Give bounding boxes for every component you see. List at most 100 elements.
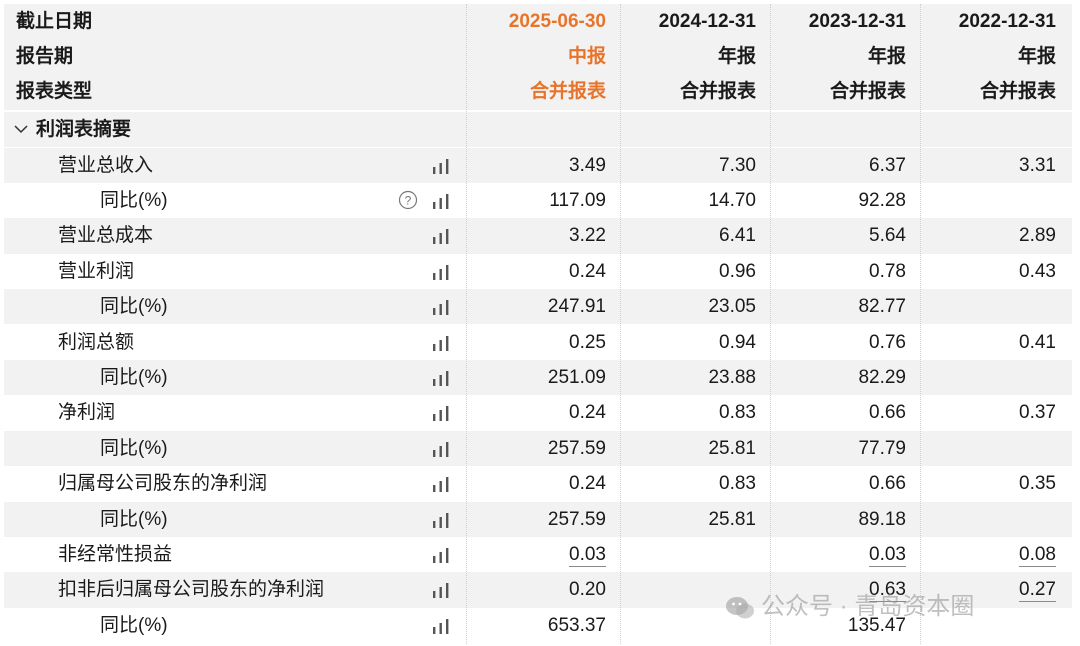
column-period-1: 中报	[567, 46, 606, 67]
table-row[interactable]: 同比(%) 257.59 25.81 89.18	[4, 501, 1072, 537]
column-date-4[interactable]: 2022-12-31	[958, 11, 1056, 32]
value-cell: 6.37	[766, 148, 906, 183]
bar-chart-icon[interactable]	[432, 299, 450, 316]
cell-value: 0.20	[569, 579, 606, 601]
value-cell[interactable]: 0.08	[916, 537, 1056, 572]
value-cell: 5.64	[766, 218, 906, 253]
table-row[interactable]: 同比(%)? 117.09 14.70 92.28	[4, 183, 1072, 218]
cell-value: 25.81	[708, 437, 756, 459]
table-row[interactable]: 营业总成本 3.22 6.41 5.64 2.89	[4, 218, 1072, 254]
row-label: 同比(%)	[100, 296, 168, 318]
row-label: 营业利润	[58, 260, 135, 282]
value-cell	[616, 537, 756, 572]
value-cell: 0.83	[616, 466, 756, 501]
watermark: 公众号 · 青岛资本圈	[725, 586, 974, 621]
row-label: 非经常性损益	[58, 543, 173, 565]
cell-value: 0.66	[869, 402, 906, 424]
wechat-icon	[726, 596, 754, 619]
value-cell: 0.96	[616, 254, 756, 289]
value-cell	[916, 289, 1056, 324]
row-label: 同比(%)	[100, 614, 168, 636]
cell-value: 0.83	[719, 402, 756, 424]
row-label: 利润总额	[58, 331, 135, 353]
row-label: 归属母公司股东的净利润	[58, 473, 268, 495]
bar-chart-icon[interactable]	[432, 547, 450, 563]
value-cell[interactable]: 0.27	[916, 572, 1056, 607]
value-cell: 257.59	[466, 431, 606, 466]
cell-value: 82.77	[858, 296, 906, 318]
cell-value: 0.27	[1019, 579, 1056, 603]
row-label: 营业总收入	[58, 154, 154, 176]
row-label: 同比(%)	[100, 508, 168, 530]
bar-chart-icon[interactable]	[432, 618, 450, 634]
bar-chart-icon[interactable]	[432, 228, 450, 245]
cell-value: 92.28	[858, 189, 906, 211]
value-cell: 0.76	[766, 325, 906, 360]
cell-value: 251.09	[547, 366, 606, 388]
table-row[interactable]: 扣非后归属母公司股东的净利润 0.20 0.63 0.27	[4, 572, 1072, 608]
cell-value: 14.70	[708, 189, 756, 211]
bar-chart-icon[interactable]	[432, 193, 450, 209]
value-cell: 247.91	[466, 289, 606, 324]
column-divider	[920, 4, 921, 644]
column-date-2[interactable]: 2024-12-31	[658, 11, 756, 32]
value-cell[interactable]: 0.03	[766, 537, 906, 572]
cell-value: 0.24	[569, 402, 606, 424]
value-cell[interactable]: 0.03	[466, 537, 606, 572]
column-date-3[interactable]: 2023-12-31	[808, 11, 906, 32]
bar-chart-icon[interactable]	[432, 441, 450, 457]
value-cell	[916, 502, 1056, 537]
bar-chart-icon[interactable]	[432, 335, 450, 351]
header-label-period: 报告期	[16, 46, 74, 67]
bar-chart-icon[interactable]	[432, 264, 450, 280]
table-row[interactable]: 利润总额 0.25 0.94 0.76 0.41	[4, 325, 1072, 360]
table-row[interactable]: 同比(%) 247.91 23.05 82.77	[4, 289, 1072, 325]
table-row[interactable]: 归属母公司股东的净利润 0.24 0.83 0.66 0.35	[4, 466, 1072, 501]
table-row[interactable]: 同比(%) 653.37 135.47	[4, 608, 1072, 643]
cell-value: 0.63	[869, 579, 906, 603]
question-circle-icon[interactable]: ?	[398, 190, 418, 210]
table-row[interactable]: 净利润 0.24 0.83 0.66 0.37	[4, 395, 1072, 430]
table-row[interactable]: 营业总收入 3.49 7.30 6.37 3.31	[4, 147, 1072, 183]
bar-chart-icon[interactable]	[432, 405, 450, 422]
cell-value: 135.47	[847, 614, 906, 636]
chevron-down-icon[interactable]	[14, 124, 28, 134]
value-cell: 0.43	[916, 254, 1056, 289]
row-label: 营业总成本	[58, 225, 154, 247]
cell-value: 0.96	[719, 260, 756, 282]
bar-chart-icon[interactable]	[432, 512, 450, 528]
value-cell: 3.22	[466, 218, 606, 253]
row-label: 同比(%)	[100, 437, 168, 459]
cell-value: 0.83	[719, 473, 756, 495]
cell-value: 23.05	[708, 296, 756, 318]
bar-chart-icon[interactable]	[432, 476, 450, 493]
cell-value: 0.03	[569, 543, 606, 567]
bar-chart-icon[interactable]	[432, 582, 450, 599]
value-cell[interactable]: 0.63	[766, 572, 906, 607]
row-label: 扣非后归属母公司股东的净利润	[58, 579, 325, 601]
cell-value: 82.29	[858, 366, 906, 388]
table-row[interactable]: 非经常性损益 0.03 0.03 0.08	[4, 537, 1072, 572]
bar-chart-icon[interactable]	[432, 370, 450, 386]
table-row[interactable]: 同比(%) 251.09 23.88 82.29	[4, 359, 1072, 396]
value-cell: 23.88	[616, 360, 756, 395]
financial-table: 营业总收入 3.49 7.30 6.37 3.31 同比(%)? 117.09 14.70 92…	[4, 4, 1072, 644]
table-row[interactable]: 同比(%) 257.59 25.81 77.79	[4, 430, 1072, 467]
value-cell: 23.05	[616, 289, 756, 324]
cell-value: 0.66	[869, 473, 906, 495]
cell-value: 0.37	[1019, 402, 1056, 424]
section-row[interactable]: 利润表摘要	[4, 112, 1072, 148]
value-cell: 117.09	[466, 183, 606, 218]
value-cell: 3.31	[916, 148, 1056, 183]
column-type-3: 合并报表	[829, 81, 906, 102]
cell-value: 0.41	[1019, 331, 1056, 353]
table-row[interactable]: 营业利润 0.24 0.96 0.78 0.43	[4, 254, 1072, 289]
value-cell: 82.77	[766, 289, 906, 324]
cell-value: 89.18	[858, 508, 906, 530]
column-date-1[interactable]: 2025-06-30	[508, 11, 606, 32]
bar-chart-icon[interactable]	[432, 158, 450, 174]
column-type-2: 合并报表	[679, 81, 756, 102]
cell-value: 23.88	[708, 366, 756, 388]
svg-text:?: ?	[405, 193, 412, 207]
cell-value: 5.64	[869, 225, 906, 247]
